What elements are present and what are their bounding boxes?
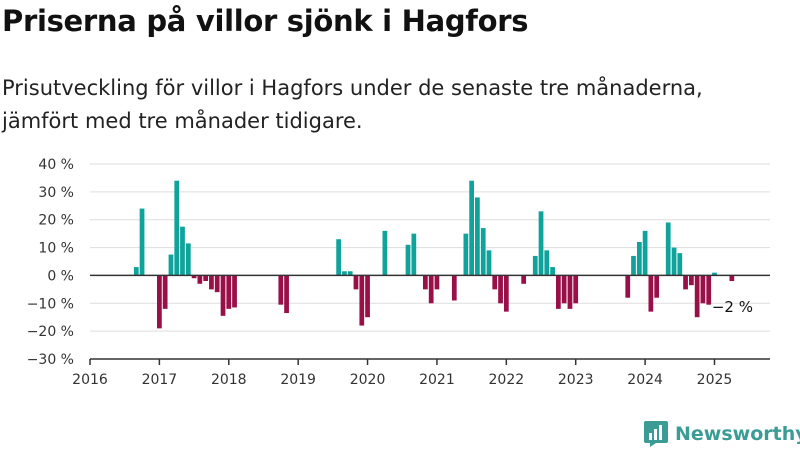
bar xyxy=(642,230,648,276)
x-tick-label: 2019 xyxy=(280,372,316,388)
bar xyxy=(503,275,509,312)
bar xyxy=(654,275,660,298)
bar xyxy=(214,275,220,293)
bar xyxy=(157,275,162,329)
bar xyxy=(191,275,197,279)
bar xyxy=(648,275,654,312)
x-tick-label: 2025 xyxy=(697,372,733,388)
bar xyxy=(625,275,631,298)
bar xyxy=(636,242,642,276)
bar xyxy=(712,272,717,276)
bar xyxy=(162,275,168,309)
bar-chart: −30 % −20 % −10 % 0 % 10 % 20 % 30 % 40 % 2016 20… xyxy=(27,157,770,388)
bar xyxy=(133,267,139,276)
bar xyxy=(353,275,359,290)
y-tick-label: 0 % xyxy=(47,268,74,284)
y-tick-label: −20 % xyxy=(27,324,74,340)
bar xyxy=(382,230,388,276)
brand-name: Newsworthy xyxy=(675,423,800,445)
bar xyxy=(185,243,191,276)
bar xyxy=(226,275,232,309)
y-tick-label: −30 % xyxy=(27,352,74,368)
bar xyxy=(359,275,365,326)
bar xyxy=(555,275,561,309)
bar xyxy=(284,275,289,314)
bar xyxy=(347,271,353,276)
bar xyxy=(168,254,174,276)
bar xyxy=(671,247,677,276)
last-value-annotation: −2 % xyxy=(712,298,753,316)
bar xyxy=(480,228,486,276)
bar xyxy=(683,275,688,290)
bar xyxy=(492,275,498,290)
y-tick-label: −10 % xyxy=(27,296,74,312)
x-tick-label: 2016 xyxy=(72,372,108,388)
x-tick-label: 2020 xyxy=(350,372,386,388)
bar xyxy=(197,275,203,284)
bar xyxy=(232,275,237,308)
bar xyxy=(706,275,712,305)
bar xyxy=(729,275,735,281)
bar xyxy=(677,253,683,276)
bar xyxy=(521,275,527,284)
bar xyxy=(694,275,700,318)
bar xyxy=(336,239,341,276)
bar xyxy=(463,233,469,276)
x-tick-label: 2021 xyxy=(419,372,455,388)
bar xyxy=(689,275,694,286)
chart-title: Priserna på villor sjönk i Hagfors xyxy=(2,4,529,38)
bar xyxy=(567,275,573,309)
bar xyxy=(573,275,579,304)
bar xyxy=(631,255,636,276)
bar xyxy=(434,275,440,290)
bar xyxy=(475,197,480,276)
bar xyxy=(405,244,411,276)
y-tick-label: 40 % xyxy=(38,157,74,173)
x-tick-label: 2022 xyxy=(489,372,525,388)
x-tick-label: 2023 xyxy=(558,372,594,388)
bar xyxy=(209,275,214,290)
chart-subtitle: Prisutveckling för villor i Hagfors unde… xyxy=(2,76,703,133)
brand-logo: Newsworthy xyxy=(643,420,800,448)
bar xyxy=(700,275,706,304)
bar xyxy=(532,255,538,276)
bar xyxy=(220,275,226,316)
bar xyxy=(469,180,475,276)
bar xyxy=(538,211,544,276)
bar xyxy=(498,275,503,304)
x-tick-label: 2024 xyxy=(627,372,663,388)
bar xyxy=(550,267,555,276)
bar xyxy=(422,275,428,290)
bar xyxy=(411,233,417,276)
bar xyxy=(451,275,457,301)
bar xyxy=(544,250,550,276)
bar xyxy=(561,275,567,304)
x-tick-label: 2018 xyxy=(211,372,247,388)
bar xyxy=(174,180,180,276)
bar xyxy=(342,271,347,276)
bar xyxy=(180,226,185,276)
x-tick-label: 2017 xyxy=(142,372,178,388)
bar xyxy=(486,250,492,276)
bar xyxy=(139,208,145,276)
bar xyxy=(203,275,209,281)
y-tick-label: 30 % xyxy=(38,185,74,201)
y-tick-label: 10 % xyxy=(38,241,74,257)
y-tick-label: 20 % xyxy=(38,213,74,229)
bar xyxy=(428,275,434,304)
bar xyxy=(665,222,671,276)
bar xyxy=(278,275,284,305)
bar xyxy=(365,275,370,318)
bar-chart-logo-icon xyxy=(644,421,668,447)
